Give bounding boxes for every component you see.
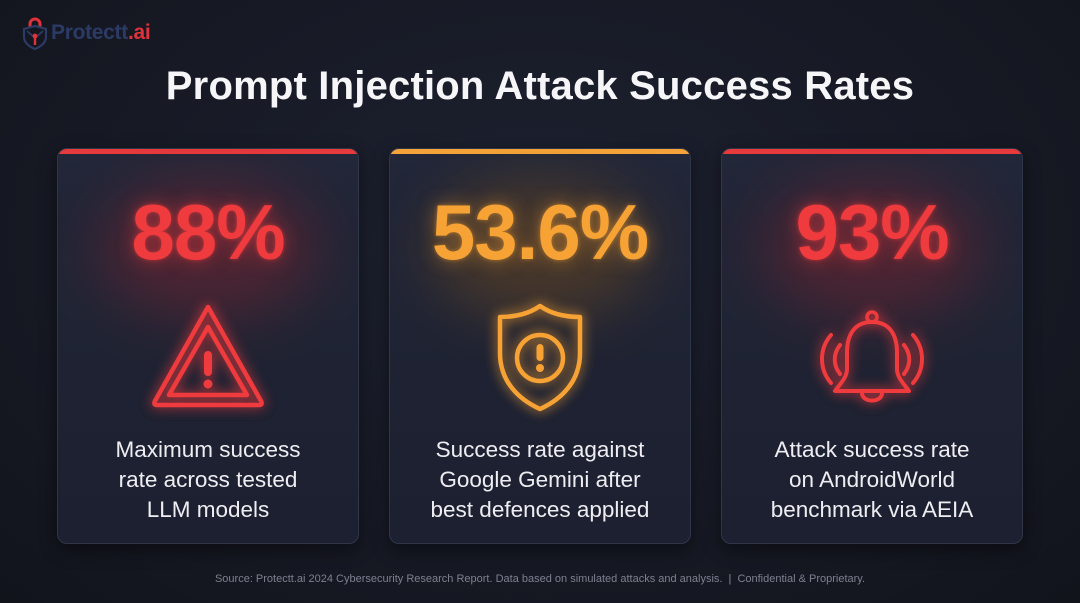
stat-description: Success rate against Google Gemini after… — [430, 437, 650, 522]
stat-card-max-success: 88% Maximum success rate across tested L… — [57, 148, 359, 544]
brand-name: Protectt.ai — [51, 21, 151, 44]
brand-logo: Protectt.ai — [22, 16, 151, 50]
stat-description: Maximum success rate across tested LLM m… — [115, 437, 301, 522]
shield-lock-icon — [22, 17, 48, 50]
stat-card-gemini: 53.6% Success rate against Google Gemini… — [389, 148, 691, 544]
footer: Source: Protectt.ai 2024 Cybersecurity R… — [0, 573, 1080, 585]
stat-description: Attack success rate on AndroidWorld benc… — [770, 437, 974, 522]
ringing-bell-icon — [820, 310, 924, 403]
footer-separator: | — [728, 573, 732, 585]
page-title: Prompt Injection Attack Success Rates — [165, 64, 915, 108]
stat-card-androidworld: 93% Attack success rate on AndroidWorld … — [721, 148, 1023, 544]
warning-triangle-icon — [152, 304, 264, 408]
stat-value: 88% — [131, 188, 285, 276]
shield-alert-icon — [497, 303, 583, 412]
source-note: Source: Protectt.ai 2024 Cybersecurity R… — [214, 573, 723, 585]
card-accent-bar — [722, 149, 1022, 154]
card-accent-bar — [390, 149, 690, 154]
card-accent-bar — [58, 149, 358, 154]
stat-value: 93% — [795, 188, 949, 276]
stat-value: 53.6% — [431, 188, 649, 276]
confidential-notice: Confidential & Proprietary. — [737, 573, 866, 585]
